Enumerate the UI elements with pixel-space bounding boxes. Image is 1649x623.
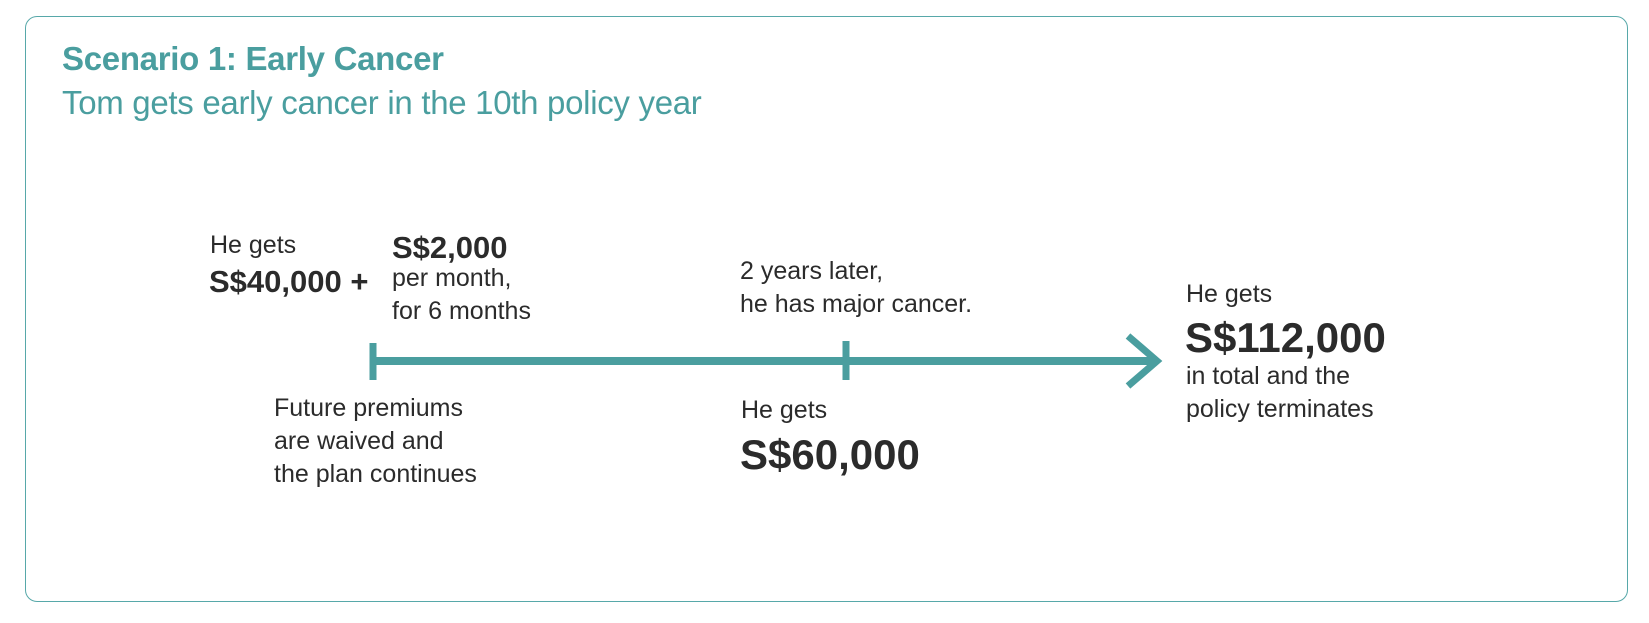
monthly-line-1: per month, <box>392 264 512 292</box>
second-event-description: 2 years later, he has major cancer. <box>740 255 972 321</box>
second-event-line-1: 2 years later, <box>740 257 884 285</box>
premium-note-line-1: Future premiums <box>274 394 463 422</box>
scenario-title: Scenario 1: Early Cancer <box>62 40 444 77</box>
second-event-lead: He gets <box>741 396 828 424</box>
second-event-amount: S$60,000 <box>740 431 920 478</box>
first-event-monthly-amount: S$2,000 <box>392 230 508 265</box>
monthly-line-2: for 6 months <box>392 297 531 325</box>
first-event-monthly-details: per month, for 6 months <box>392 262 531 328</box>
premium-note-line-2: are waived and <box>274 427 444 455</box>
first-event-lead: He gets <box>210 231 297 259</box>
outcome-line-1: in total and the <box>1186 362 1351 390</box>
outcome-amount: S$112,000 <box>1185 314 1386 361</box>
timeline-arrowhead <box>1125 333 1163 389</box>
scenario-card <box>25 16 1628 602</box>
second-event-line-2: he has major cancer. <box>740 290 973 318</box>
outcome-lead: He gets <box>1186 280 1273 308</box>
first-event-lump-sum: S$40,000 + <box>209 264 369 299</box>
outcome-line-2: policy terminates <box>1186 395 1374 423</box>
first-event-note: Future premiums are waived and the plan … <box>274 392 477 491</box>
outcome-details: in total and the policy terminates <box>1186 360 1374 426</box>
premium-note-line-3: the plan continues <box>274 460 477 488</box>
scenario-subtitle: Tom gets early cancer in the 10th policy… <box>62 84 702 121</box>
